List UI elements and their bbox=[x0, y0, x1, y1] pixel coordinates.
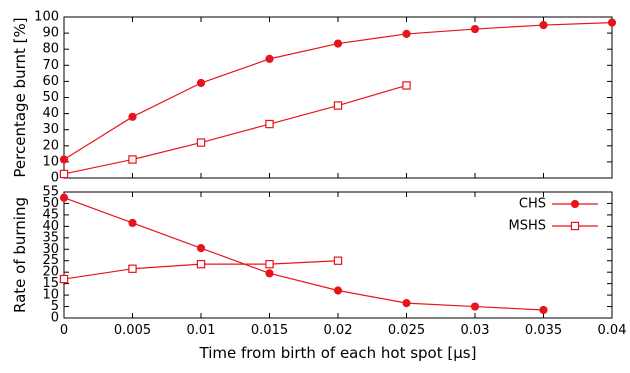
percentage-burnt-point-mshs bbox=[128, 155, 137, 164]
legend-marker-mshs bbox=[570, 221, 580, 231]
rate-of-burning-point-chs bbox=[402, 299, 411, 308]
rate-of-burning-y-tick-label: 5 bbox=[51, 299, 59, 314]
rate-of-burning-point-chs bbox=[59, 193, 69, 202]
legend-swatch-chs bbox=[552, 199, 598, 209]
rate-of-burning-y-tick-label: 55 bbox=[42, 185, 59, 200]
x-tick-label: 0.02 bbox=[324, 323, 353, 338]
rate-of-burning-point-mshs bbox=[59, 274, 69, 284]
rate-of-burning-y-axis-label: Rate of burning bbox=[11, 197, 29, 313]
percentage-burnt-y-tick-label: 10 bbox=[42, 154, 59, 169]
rate-of-burning-series bbox=[59, 193, 548, 315]
percentage-burnt-series bbox=[59, 18, 617, 179]
rate-of-burning-point-mshs bbox=[265, 259, 274, 269]
percentage-burnt-point-chs bbox=[539, 20, 548, 30]
rate-of-burning-point-chs bbox=[333, 286, 343, 295]
legend-marker-chs bbox=[570, 199, 580, 209]
percentage-burnt-y-tick-label: 30 bbox=[42, 122, 59, 137]
percentage-burnt-point-chs bbox=[470, 24, 480, 34]
rate-of-burning-series-mshs bbox=[59, 256, 343, 284]
rate-of-burning-y-tick-label: 0 bbox=[51, 311, 59, 326]
percentage-burnt-point-chs bbox=[607, 18, 617, 27]
percentage-burnt-y-tick-label: 90 bbox=[42, 26, 59, 41]
percentage-burnt-point-chs bbox=[265, 54, 274, 63]
percentage-burnt-point-chs bbox=[196, 78, 206, 88]
x-tick-label: 0 bbox=[60, 323, 68, 338]
x-tick-label: 0.005 bbox=[114, 323, 151, 338]
percentage-burnt-y-tick-label: 20 bbox=[42, 138, 59, 153]
percentage-burnt-y-tick-label: 50 bbox=[42, 90, 59, 105]
percentage-burnt-point-mshs bbox=[196, 138, 206, 147]
legend-label-mshs: MSHS bbox=[509, 219, 547, 234]
percentage-burnt-y-tick-label: 60 bbox=[42, 74, 59, 89]
rate-of-burning-y-tick-label: 35 bbox=[42, 230, 59, 245]
percentage-burnt-y-tick-label: 0 bbox=[51, 171, 59, 186]
percentage-burnt-point-mshs bbox=[59, 169, 69, 179]
time-x-axis-label: Time from birth of each hot spot [μs] bbox=[199, 344, 477, 362]
rate-of-burning-y-tick-label: 45 bbox=[42, 207, 59, 222]
x-tick-label: 0.015 bbox=[251, 323, 288, 338]
rate-of-burning-point-mshs bbox=[333, 256, 343, 265]
rate-of-burning-point-chs bbox=[196, 244, 206, 253]
x-tick-label: 0.04 bbox=[598, 323, 627, 338]
rate-of-burning-y-tick-label: 10 bbox=[42, 288, 59, 303]
percentage-burnt-series-chs bbox=[59, 18, 617, 164]
percentage-burnt-y-tick-label: 80 bbox=[42, 42, 59, 57]
x-tick-label: 0.035 bbox=[525, 323, 562, 338]
rate-of-burning-point-chs bbox=[128, 218, 137, 228]
rate-of-burning-line-chs bbox=[63, 197, 544, 311]
rate-of-burning-point-chs bbox=[265, 269, 274, 278]
percentage-burnt-point-mshs bbox=[333, 101, 343, 110]
rate-of-burning-ticks bbox=[63, 191, 613, 319]
percentage-burnt-point-mshs bbox=[265, 119, 274, 129]
percentage-burnt-y-tick-label: 70 bbox=[42, 58, 59, 73]
percentage-burnt-series-mshs bbox=[59, 81, 411, 179]
legend: CHS MSHS bbox=[509, 197, 598, 234]
rate-of-burning-point-mshs bbox=[128, 264, 137, 273]
rate-of-burning-y-tick-label: 30 bbox=[42, 242, 59, 257]
percentage-burnt-point-chs bbox=[333, 39, 343, 48]
percentage-burnt-y-tick-label: 100 bbox=[34, 10, 59, 25]
x-tick-label: 0.03 bbox=[461, 323, 490, 338]
percentage-burnt-y-tick-label: 40 bbox=[42, 106, 59, 121]
percentage-burnt-point-chs bbox=[128, 112, 137, 121]
rate-of-burning-point-chs bbox=[539, 305, 548, 315]
rate-of-burning-y-tick-label: 50 bbox=[42, 196, 59, 211]
time-x-tick-labels: 0 0.005 0.01 0.015 0.02 0.025 0.03 0.035 0.04 bbox=[60, 323, 627, 338]
percentage-burnt-point-chs bbox=[402, 29, 411, 39]
percentage-burnt-point-mshs bbox=[402, 81, 411, 90]
percentage-burnt-ticks bbox=[63, 16, 613, 179]
rate-of-burning-y-tick-label: 15 bbox=[42, 276, 59, 291]
rate-of-burning-y-tick-label: 20 bbox=[42, 265, 59, 280]
legend-swatch-mshs bbox=[552, 221, 598, 231]
x-tick-label: 0.025 bbox=[388, 323, 425, 338]
rate-of-burning-series-chs bbox=[59, 193, 548, 315]
legend-label-chs: CHS bbox=[519, 197, 546, 212]
percentage-burnt-y-axis-label: Percentage burnt [%] bbox=[11, 17, 29, 177]
rate-of-burning-y-tick-label: 25 bbox=[42, 253, 59, 268]
rate-of-burning-y-tick-label: 40 bbox=[42, 219, 59, 234]
percentage-burnt-point-chs bbox=[59, 155, 69, 164]
rate-of-burning-point-chs bbox=[470, 302, 480, 311]
percentage-burnt-line-mshs bbox=[63, 84, 407, 175]
x-tick-label: 0.01 bbox=[187, 323, 216, 338]
rate-of-burning-point-mshs bbox=[196, 259, 206, 269]
